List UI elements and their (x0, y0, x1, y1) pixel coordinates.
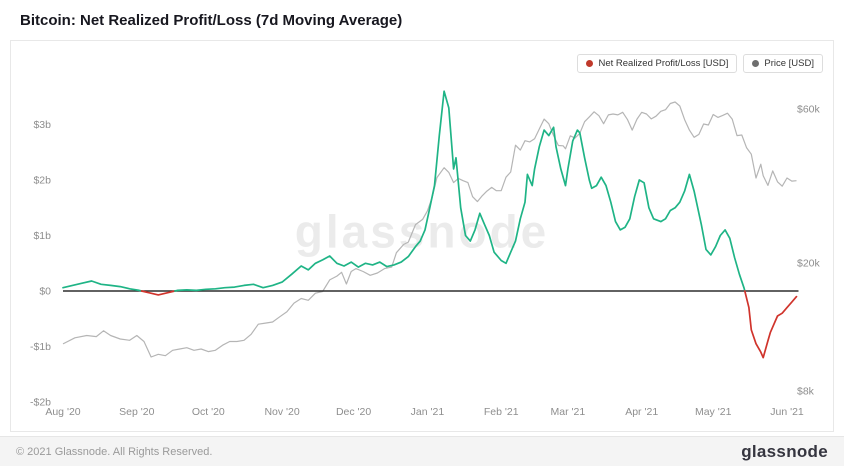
legend-item-price[interactable]: Price [USD] (743, 54, 823, 73)
svg-text:$2b: $2b (33, 175, 51, 187)
svg-text:Nov '20: Nov '20 (264, 406, 299, 418)
svg-text:-$2b: -$2b (30, 397, 51, 409)
svg-text:$20k: $20k (797, 257, 821, 269)
svg-text:$1b: $1b (33, 230, 51, 242)
legend-label: Net Realized Profit/Loss [USD] (598, 58, 729, 69)
svg-text:Aug '20: Aug '20 (45, 406, 80, 418)
copyright-text: © 2021 Glassnode. All Rights Reserved. (16, 445, 213, 458)
svg-text:$8k: $8k (797, 386, 815, 398)
svg-text:May '21: May '21 (695, 406, 732, 418)
svg-text:$0: $0 (39, 286, 51, 298)
legend-dot-red-icon (586, 60, 594, 67)
legend-label: Price [USD] (764, 58, 814, 69)
glassnode-logo: glassnode (741, 441, 828, 461)
svg-text:Feb '21: Feb '21 (484, 406, 519, 418)
chart-legend: Net Realized Profit/Loss [USD] Price [US… (577, 54, 823, 73)
svg-text:Mar '21: Mar '21 (551, 406, 586, 418)
svg-text:-$1b: -$1b (30, 341, 51, 353)
chart-plot-area[interactable]: $3b $2b $1b $0 -$1b -$2b $60k $20k $8k Aug '20 Sep… (11, 41, 833, 431)
svg-text:Jan '21: Jan '21 (411, 406, 445, 418)
footer: © 2021 Glassnode. All Rights Reserved. g… (0, 436, 844, 466)
svg-text:Jun '21: Jun '21 (770, 406, 804, 418)
svg-text:$60k: $60k (797, 104, 821, 116)
svg-text:Apr '21: Apr '21 (625, 406, 658, 418)
svg-text:Oct '20: Oct '20 (192, 406, 225, 418)
legend-dot-gray-icon (752, 60, 760, 67)
legend-item-net-realized-profit-loss[interactable]: Net Realized Profit/Loss [USD] (577, 54, 738, 73)
svg-text:Sep '20: Sep '20 (119, 406, 154, 418)
chart-card: glassnode Net Realized Profit/Loss [USD]… (10, 40, 834, 432)
chart-title: Bitcoin: Net Realized Profit/Loss (7d Mo… (20, 12, 403, 29)
svg-text:$3b: $3b (33, 119, 51, 131)
svg-text:Dec '20: Dec '20 (336, 406, 371, 418)
